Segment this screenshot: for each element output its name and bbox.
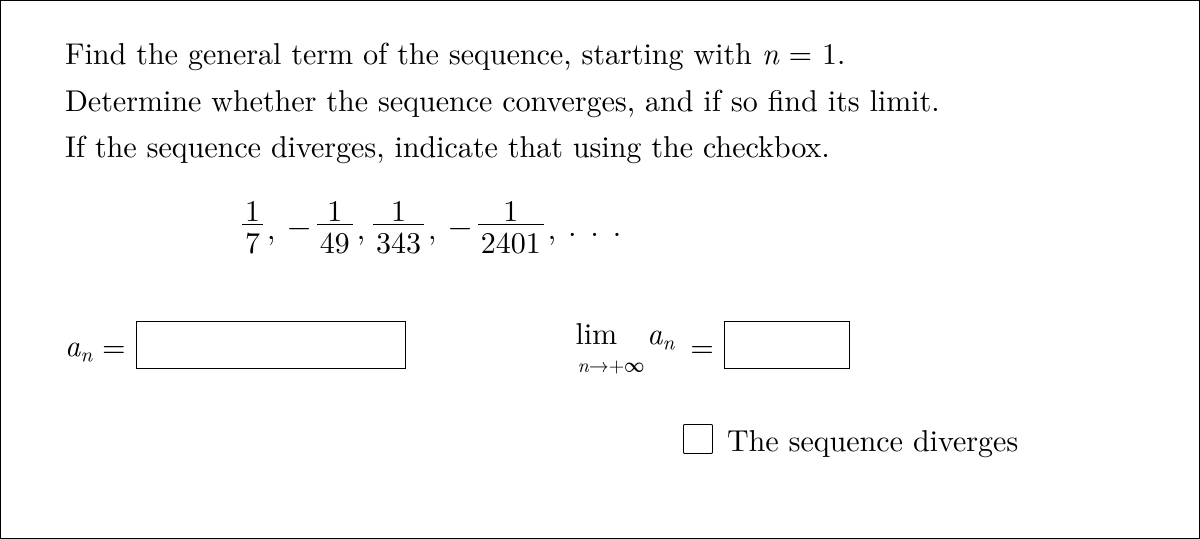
lim-sub-arrow: →+∞ — [589, 349, 645, 378]
minus-sign: − — [287, 201, 310, 248]
prompt-line-2: Determine whether the sequence converges… — [65, 76, 1149, 123]
sequence-term: 1 2401 — [478, 193, 544, 257]
sequence-term: 1 49 — [317, 193, 353, 257]
diverges-label: The sequence diverges — [727, 416, 1018, 463]
term-denominator: 7 — [242, 225, 263, 257]
sequence-term: 1 343 — [373, 193, 424, 257]
term-separator: , — [548, 204, 556, 257]
prompt-line-1: Find the general term of the sequence, s… — [65, 29, 1149, 76]
equals-sign: = — [102, 322, 125, 369]
lim-text: lim an — [576, 317, 675, 352]
term-denominator: 343 — [373, 225, 424, 257]
prompt-var-n: n — [762, 30, 779, 73]
term-separator: , — [267, 204, 275, 257]
sequence-term: 1 7 — [242, 193, 263, 257]
equals-sign: = — [690, 322, 713, 369]
term-separator: , — [428, 204, 436, 257]
sequence-display: 1 7 , − 1 49 , 1 343 , − 1 2401 , . . . — [240, 193, 1149, 257]
an-symbol-a: a — [65, 322, 80, 365]
prompt-line-3: If the sequence diverges, indicate that … — [65, 122, 1149, 169]
an-label: an — [65, 321, 92, 370]
problem-page: Find the general term of the sequence, s… — [0, 0, 1200, 539]
lim-sub-n: n — [578, 349, 589, 378]
lim-word: lim — [576, 310, 618, 353]
lim-subscript: n→+∞ — [578, 354, 645, 374]
lim-a: a — [647, 310, 662, 353]
prompt-text: Find the general term of the sequence, s… — [65, 29, 1149, 169]
limit-input[interactable] — [724, 321, 850, 369]
prompt-line-1b: = 1. — [779, 30, 846, 73]
limit-operator: lim an n→+∞ — [576, 317, 675, 374]
term-denominator: 49 — [317, 225, 353, 257]
minus-sign: − — [448, 201, 471, 248]
diverges-checkbox[interactable] — [683, 424, 713, 454]
ellipsis: . . . — [568, 201, 623, 248]
prompt-line-1a: Find the general term of the sequence, s… — [65, 30, 762, 73]
lim-a-sub: n — [663, 326, 675, 356]
diverges-row: The sequence diverges — [683, 416, 1149, 463]
an-input[interactable] — [136, 321, 406, 369]
term-separator: , — [357, 204, 365, 257]
term-denominator: 2401 — [478, 225, 544, 257]
answer-row: an = lim an n→+∞ = — [65, 317, 1149, 374]
an-symbol-n: n — [80, 338, 92, 368]
